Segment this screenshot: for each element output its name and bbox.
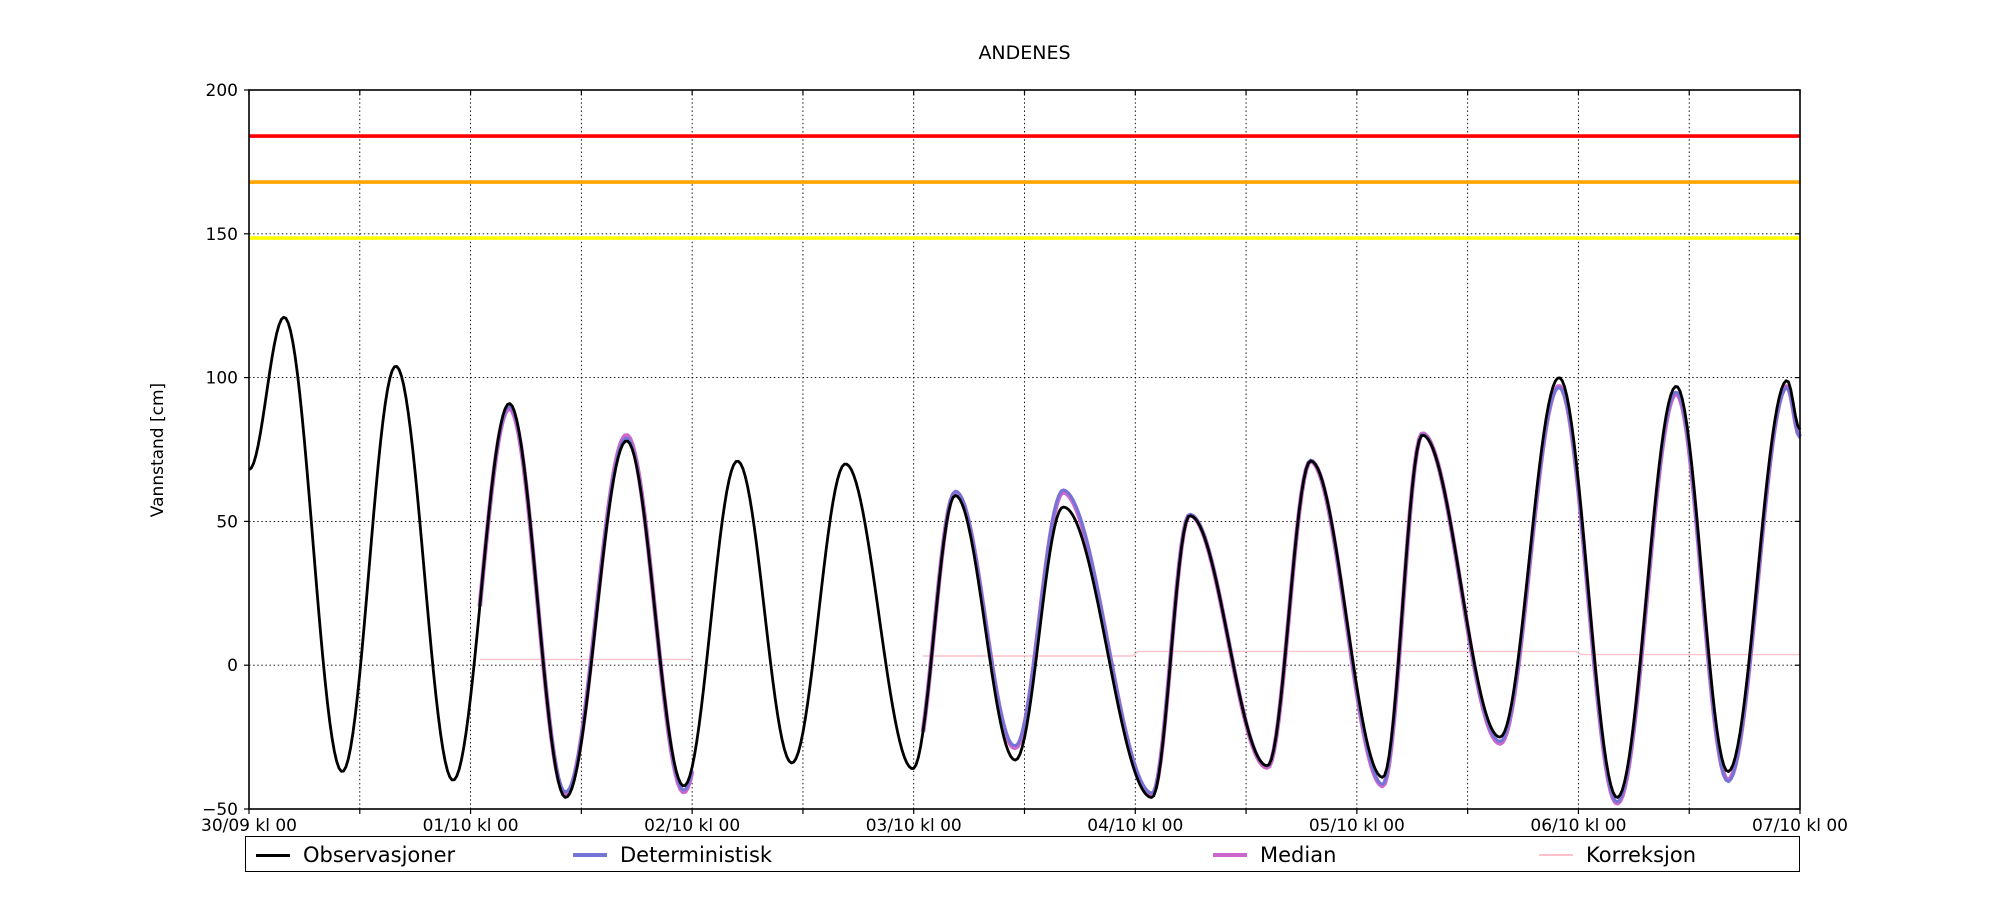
x-tick-label: 03/10 kl 00 [866, 816, 962, 836]
x-tick-label: 02/10 kl 00 [644, 816, 740, 836]
x-tick-label: 30/09 kl 00 [201, 816, 297, 836]
korreksjon-line [922, 650, 1800, 657]
y-tick-label: 0 [227, 656, 238, 676]
x-tick-label: 04/10 kl 00 [1087, 816, 1183, 836]
legend-label: Observasjoner [303, 843, 456, 867]
legend-item-deterministisk: Deterministisk [573, 837, 772, 873]
legend-item-observasjoner: Observasjoner [256, 837, 455, 873]
y-tick-label: 150 [206, 225, 238, 245]
observasjoner-line-swatch [256, 853, 290, 857]
chart-title: ANDENES [978, 42, 1071, 64]
x-tick-label: 01/10 kl 00 [423, 816, 519, 836]
korreksjon-line-swatch [1539, 854, 1573, 856]
legend-item-korreksjon: Korreksjon [1539, 837, 1696, 873]
legend-label: Median [1260, 843, 1337, 867]
legend-item-median: Median [1213, 837, 1336, 873]
deterministisk-line-swatch [573, 853, 607, 857]
y-tick-label: 100 [206, 369, 238, 389]
legend-label: Korreksjon [1586, 843, 1697, 867]
x-tick-label: 05/10 kl 00 [1309, 816, 1405, 836]
legend: Observasjoner Deterministisk Median Korr… [245, 836, 1800, 872]
x-tick-label: 06/10 kl 00 [1530, 816, 1626, 836]
y-tick-label: −50 [202, 800, 238, 820]
y-tick-label: 50 [216, 512, 238, 532]
x-tick-label: 07/10 kl 00 [1752, 816, 1848, 836]
observasjoner-line [248, 315, 1802, 799]
legend-label: Deterministisk [620, 843, 773, 867]
y-axis-label: Vannstand [cm] [148, 382, 168, 518]
median-line-swatch [1213, 853, 1247, 857]
y-tick-label: 200 [206, 81, 238, 101]
